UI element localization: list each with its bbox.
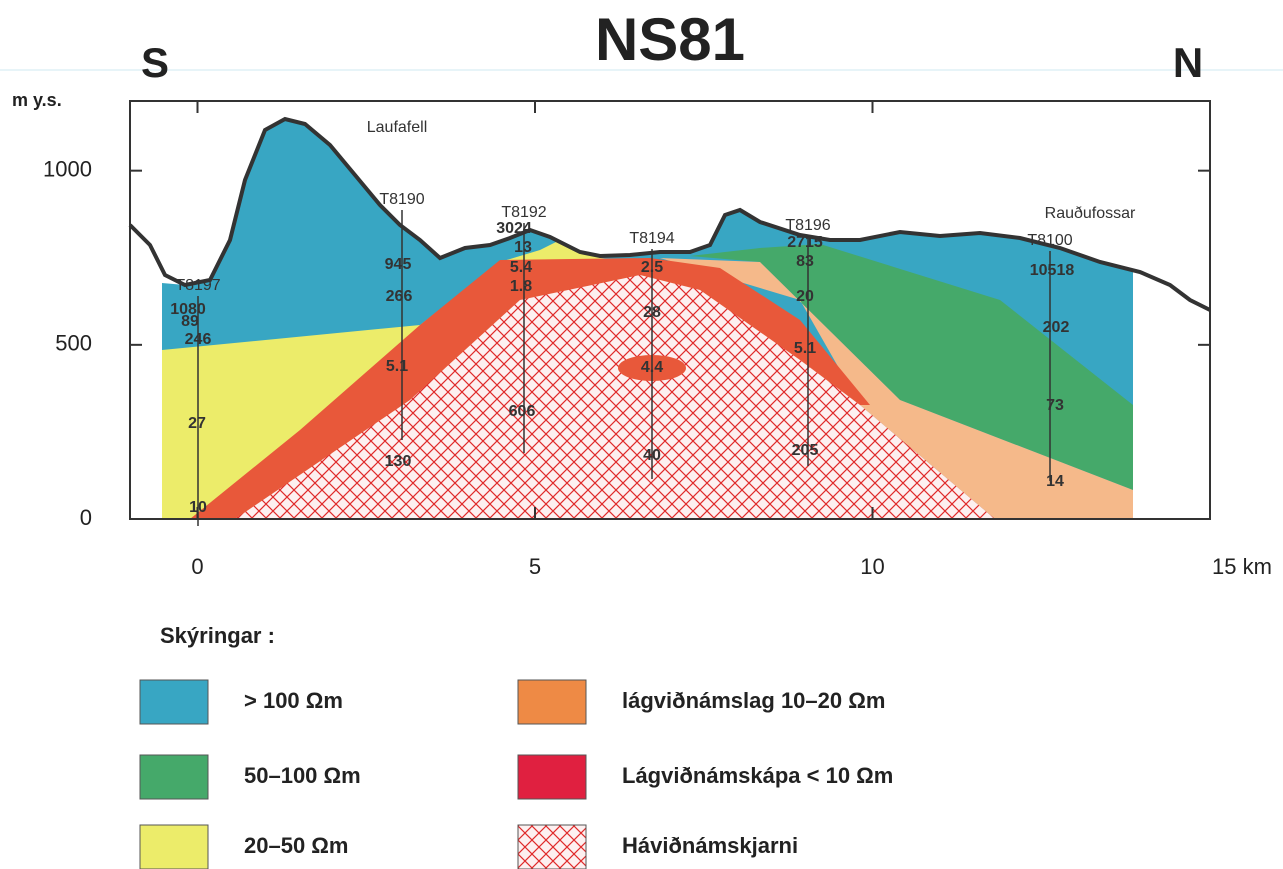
resistivity-label: 606 — [509, 403, 536, 420]
resistivity-label: 4.4 — [641, 359, 663, 376]
resistivity-label: 28 — [643, 304, 661, 321]
legend-label: 50–100 Ωm — [244, 763, 361, 788]
y-axis-label: m y.s. — [12, 90, 62, 110]
y-tick-label: 1000 — [43, 156, 92, 181]
legend-swatch — [517, 679, 587, 725]
legend-swatch — [517, 824, 587, 869]
resistivity-label: 5.1 — [794, 340, 816, 357]
y-tick-label: 500 — [55, 331, 92, 356]
legend-swatch — [139, 824, 209, 869]
station-label: T8197 — [175, 277, 220, 294]
legend-swatch — [139, 754, 209, 800]
legend-label: 20–50 Ωm — [244, 833, 349, 858]
resistivity-label: 266 — [386, 288, 413, 305]
resistivity-label: 10518 — [1030, 262, 1075, 279]
x-tick-label: 0 — [191, 554, 203, 579]
x-tick-label: 10 — [860, 554, 884, 579]
station-label: T8194 — [629, 230, 674, 247]
resistivity-label: 73 — [1046, 397, 1064, 414]
layer-green — [690, 244, 1133, 490]
layer-peach — [660, 258, 1133, 519]
resistivity-label: 10 — [189, 499, 207, 516]
resistivity-label: 1.8 — [510, 278, 532, 295]
x-tick-label: 5 — [529, 554, 541, 579]
resistivity-label: 5.4 — [510, 259, 532, 276]
resistivity-label: 2715 — [787, 234, 823, 251]
place-name: Laufafell — [367, 119, 428, 136]
title: NS81 — [595, 6, 745, 73]
legend-title: Skýringar : — [160, 623, 275, 648]
legend-label: > 100 Ωm — [244, 688, 343, 713]
layer-hatch — [235, 275, 995, 519]
x-tick-label: 15 km — [1212, 554, 1272, 579]
resistivity-label: 27 — [188, 415, 206, 432]
legend-swatch — [517, 754, 587, 800]
resistivity-label: 202 — [1043, 319, 1070, 336]
topography — [128, 116, 1211, 312]
resistivity-label: 89 — [181, 313, 199, 330]
place-name: Rauðufossar — [1045, 205, 1136, 222]
dynamic: 0 5 10 15 km 0 500 1000 Laufafell Rauðufossar T81… — [43, 101, 1272, 869]
legend-label: Háviðnámskjarni — [622, 833, 798, 858]
station-label: T8192 — [501, 204, 546, 221]
legend-label: Lágviðnámskápa < 10 Ωm — [622, 763, 893, 788]
station-label: T8190 — [379, 191, 424, 208]
resistivity-label: 3024 — [496, 220, 532, 237]
resistivity-label: 1080 — [170, 301, 206, 318]
legend-swatch — [139, 679, 209, 725]
resistivity-label: 83 — [796, 253, 814, 270]
resistivity-label: 130 — [385, 453, 412, 470]
station-label: T8100 — [1027, 232, 1072, 249]
resistivity-label: 13 — [514, 239, 532, 256]
legend-label: lágviðnámslag 10–20 Ωm — [622, 688, 885, 713]
resistivity-label: 20 — [796, 288, 814, 305]
south-label: S — [141, 39, 169, 86]
north-label: N — [1173, 39, 1203, 86]
frame — [129, 100, 1211, 520]
resistivity-label: 246 — [185, 331, 212, 348]
resistivity-label: 205 — [792, 442, 819, 459]
resistivity-label: 2.5 — [641, 259, 663, 276]
resistivity-label: 40 — [643, 447, 661, 464]
resistivity-label: 945 — [385, 256, 412, 273]
resistivity-label: 14 — [1046, 473, 1064, 490]
station-label: T8196 — [785, 217, 830, 234]
resistivity-label: 5.1 — [386, 358, 408, 375]
y-tick-label: 0 — [80, 505, 92, 530]
